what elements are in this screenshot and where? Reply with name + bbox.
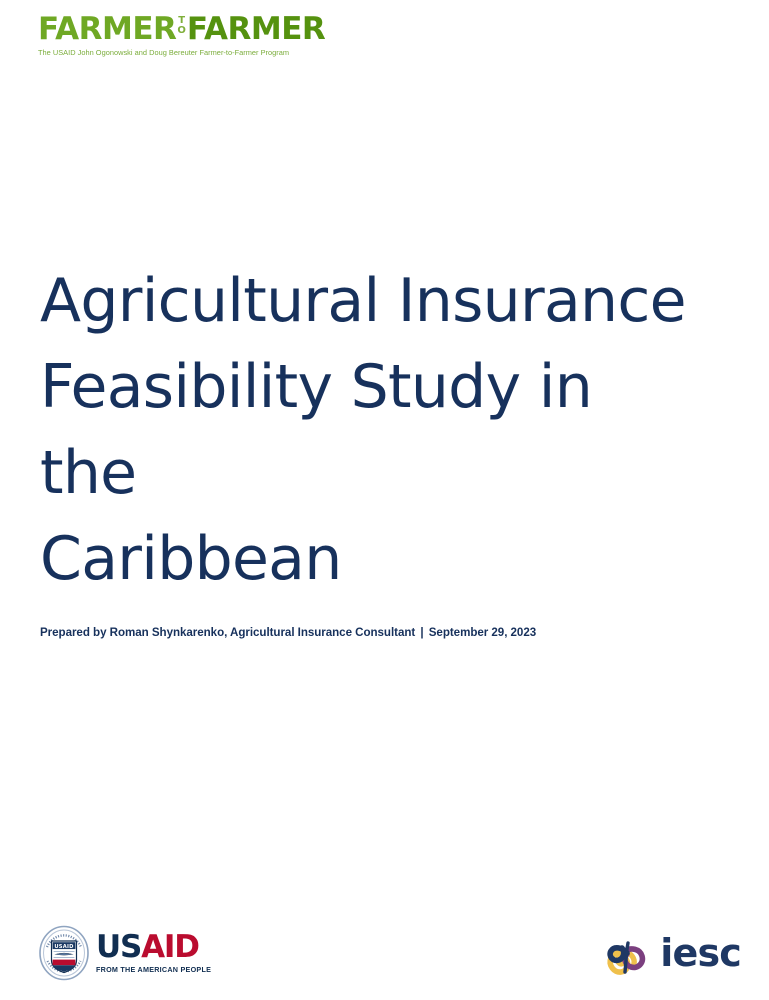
title-line-3: Caribbean xyxy=(40,524,342,594)
iesc-logo: iesc xyxy=(600,927,742,979)
usaid-tagline: FROM THE AMERICAN PEOPLE xyxy=(96,965,212,974)
byline-date: September 29, 2023 xyxy=(428,626,537,639)
logo-word-farmer-second: FARMER xyxy=(186,11,326,47)
usaid-logo: USAID USAID FROM THE AMERICAN PEOPLE xyxy=(38,925,211,981)
farmer-to-farmer-wordmark: FARMER T O FARMER xyxy=(38,14,348,45)
usaid-name-us: US xyxy=(96,929,142,965)
svg-text:USAID: USAID xyxy=(54,944,74,950)
farmer-to-farmer-tagline: The USAID John Ogonowski and Doug Bereut… xyxy=(38,48,290,57)
farmer-to-farmer-logo: FARMER T O FARMER The USAID John Ogonows… xyxy=(38,14,348,58)
logo-word-farmer-first: FARMER xyxy=(38,11,177,47)
logo-stacked-to: T O xyxy=(177,14,186,36)
document-byline: Prepared by Roman Shynkarenko, Agricultu… xyxy=(40,626,700,639)
page-title: Agricultural Insurance Feasibility Study… xyxy=(40,258,690,602)
usaid-seal-icon: USAID xyxy=(38,925,90,981)
title-block: Agricultural Insurance Feasibility Study… xyxy=(40,258,700,639)
title-line-2: Feasibility Study in the xyxy=(40,352,593,508)
footer-logo-row: USAID USAID FROM THE AMERICAN PEOPLE xyxy=(0,925,769,987)
iesc-infinity-mark-icon xyxy=(600,927,652,979)
byline-author: Prepared by Roman Shynkarenko, Agricultu… xyxy=(40,626,416,639)
iesc-wordmark: iesc xyxy=(660,931,742,975)
byline-separator: | xyxy=(420,626,424,639)
title-line-1: Agricultural Insurance xyxy=(40,266,687,336)
usaid-name: USAID xyxy=(96,929,200,965)
logo-letter-t: T xyxy=(178,15,186,26)
logo-letter-o: O xyxy=(177,25,186,36)
usaid-wordmark: USAID FROM THE AMERICAN PEOPLE xyxy=(96,929,212,975)
usaid-name-aid: AID xyxy=(141,929,200,965)
